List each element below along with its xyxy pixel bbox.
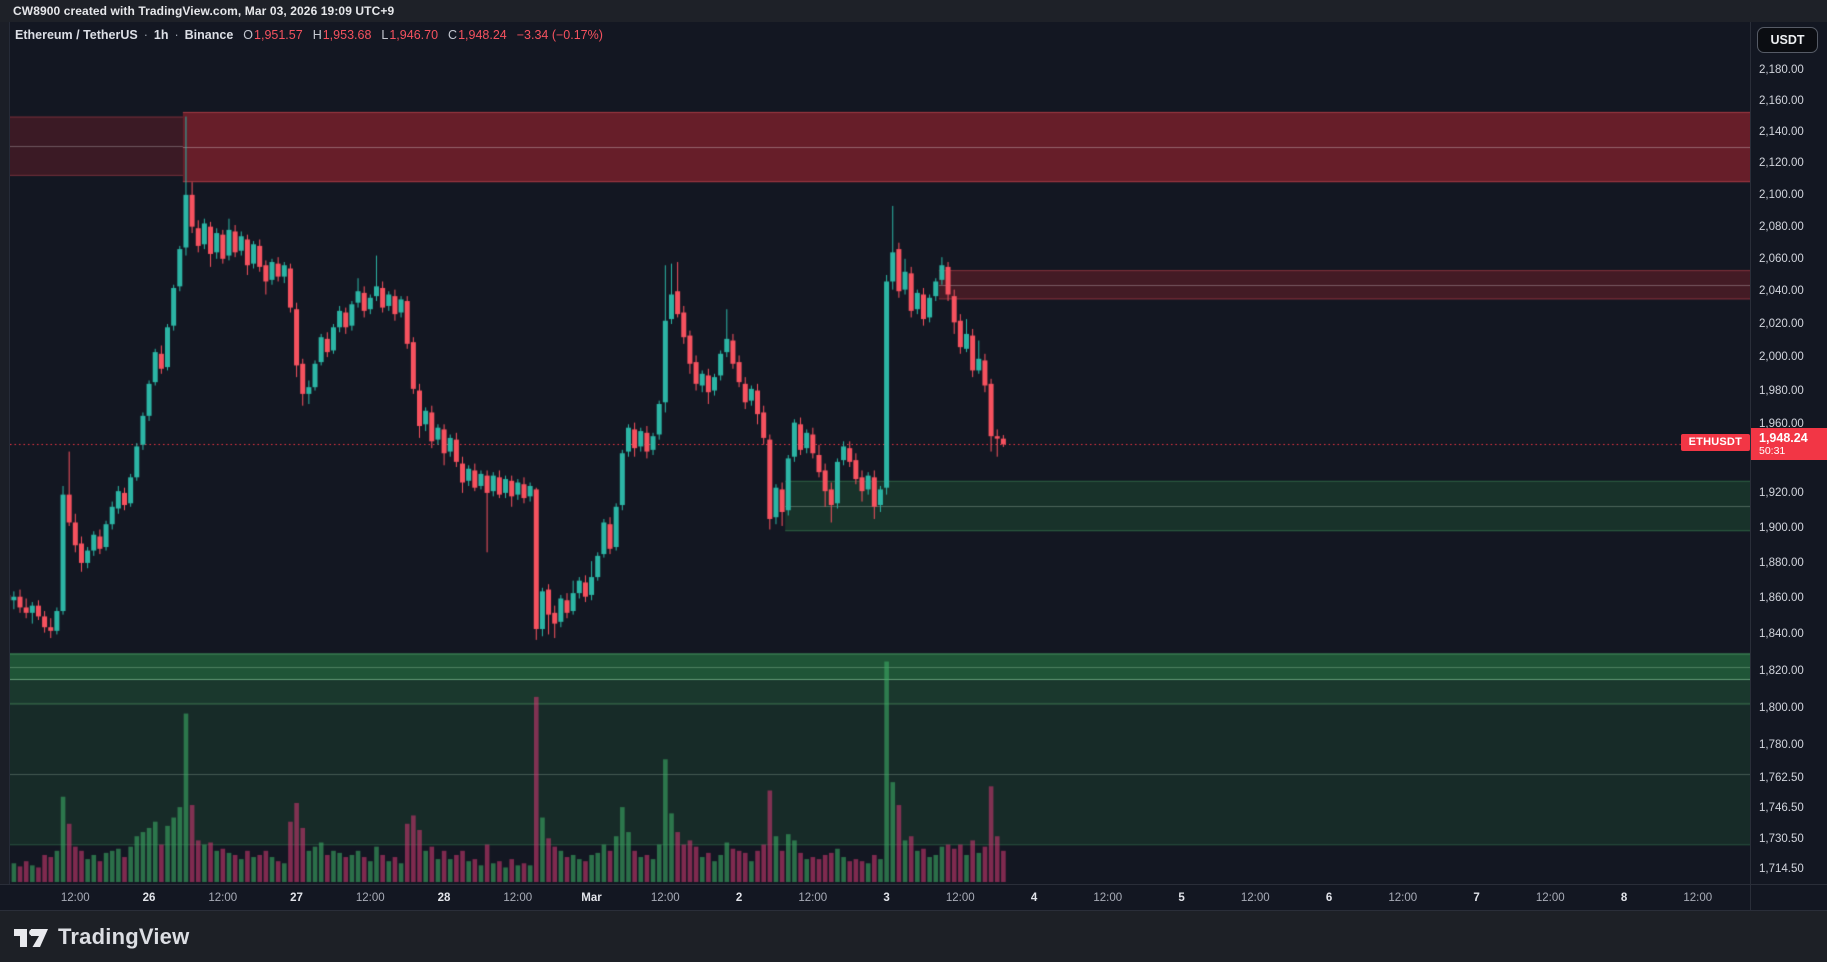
legend-separator: · xyxy=(174,28,179,42)
time-tick-hour: 12:00 xyxy=(60,892,90,904)
price-tick: 2,120.00 xyxy=(1759,157,1804,170)
currency-button[interactable]: USDT xyxy=(1757,27,1818,53)
time-axis[interactable]: 12:00 26 12:00 27 12:00 28 12:00 Mar 12:00 2 12:00… xyxy=(0,884,1827,910)
time-tick-day: 5 xyxy=(1178,892,1185,904)
time-tick-hour: 12:00 xyxy=(1535,892,1565,904)
time-tick-day: 3 xyxy=(883,892,890,904)
change-label: −3.34 (−0.17%) xyxy=(516,28,603,42)
tradingview-logo[interactable]: TradingView xyxy=(13,924,189,950)
time-tick-hour: 12:00 xyxy=(798,892,828,904)
time-tick-day: 26 xyxy=(142,892,156,904)
time-tick-day: 2 xyxy=(735,892,743,904)
price-tick: 2,060.00 xyxy=(1759,252,1804,265)
price-tick: 1,840.00 xyxy=(1759,628,1804,641)
price-tick: 2,100.00 xyxy=(1759,188,1804,201)
price-tick: 2,180.00 xyxy=(1759,64,1804,77)
price-tick: 1,860.00 xyxy=(1759,592,1804,605)
time-tick-hour: 12:00 xyxy=(208,892,238,904)
ohlc-low: L1,946.70 xyxy=(381,28,439,42)
price-tick: 1,820.00 xyxy=(1759,664,1804,677)
axis-corner-separator xyxy=(1750,885,1751,910)
price-axis[interactable]: USDT 2,180.00 2,160.00 2,140.00 2,120.00 2,1… xyxy=(1750,22,1827,884)
time-tick-hour: 12:00 xyxy=(1388,892,1418,904)
tradingview-logo-icon xyxy=(14,928,48,947)
price-line-symbol-chip: ETHUSDT xyxy=(1680,434,1750,452)
price-tick: 1,960.00 xyxy=(1759,418,1804,431)
price-tick: 1,900.00 xyxy=(1759,521,1804,534)
price-tick: 1,730.50 xyxy=(1759,832,1804,845)
plot-left-margin xyxy=(0,22,10,884)
footer-toolbar: TradingView xyxy=(0,910,1827,962)
price-tick: 2,080.00 xyxy=(1759,220,1804,233)
plot-pane: Ethereum / TetherUS · 1h · Binance O1,95… xyxy=(0,22,1750,884)
legend-separator: · xyxy=(143,28,148,42)
price-tick: 1,762.50 xyxy=(1759,771,1804,784)
candlestick-chart[interactable] xyxy=(10,22,1750,884)
time-tick-day: 8 xyxy=(1620,892,1628,904)
price-tick: 2,160.00 xyxy=(1759,95,1804,108)
ohlc-open: O1,951.57 xyxy=(243,28,303,42)
time-tick-day: 6 xyxy=(1325,892,1333,904)
price-tick: 2,140.00 xyxy=(1759,126,1804,139)
price-tick: 2,020.00 xyxy=(1759,318,1804,330)
symbol-title[interactable]: Ethereum / TetherUS xyxy=(15,28,138,42)
interval-label[interactable]: 1h xyxy=(153,28,169,42)
price-tick: 1,800.00 xyxy=(1759,701,1804,714)
time-tick-day: 4 xyxy=(1030,892,1038,904)
price-tick: 1,714.50 xyxy=(1759,863,1804,876)
time-tick-hour: 12:00 xyxy=(945,892,975,904)
bar-countdown: 50:31 xyxy=(1759,445,1786,458)
attribution-bar: CW8900 created with TradingView.com, Mar… xyxy=(0,0,1827,22)
ohlc-close: C1,948.24 xyxy=(448,28,507,42)
price-tick: 1,746.50 xyxy=(1759,801,1804,814)
ohlc-high: H1,953.68 xyxy=(312,28,372,42)
last-price-value: 1,948.24 xyxy=(1759,431,1808,446)
tradingview-logo-text: TradingView xyxy=(58,923,190,949)
time-tick-hour: 12:00 xyxy=(355,892,385,904)
price-tick: 1,880.00 xyxy=(1759,556,1804,569)
attribution-text: CW8900 created with TradingView.com, Mar… xyxy=(13,4,395,18)
chart-legend[interactable]: Ethereum / TetherUS · 1h · Binance O1,95… xyxy=(15,28,603,42)
price-tick: 1,920.00 xyxy=(1759,486,1804,499)
exchange-label[interactable]: Binance xyxy=(184,28,234,42)
time-tick-hour: 12:00 xyxy=(1240,892,1270,904)
last-price-label: 1,948.24 50:31 xyxy=(1751,428,1827,461)
time-tick-hour: 12:00 xyxy=(650,892,680,904)
time-tick-hour: 12:00 xyxy=(503,892,533,904)
time-tick-day: 7 xyxy=(1473,892,1480,904)
time-tick-day: Mar xyxy=(581,892,602,904)
time-tick-day: 28 xyxy=(437,892,451,904)
time-tick-day: 27 xyxy=(290,892,303,904)
price-tick: 1,780.00 xyxy=(1759,738,1804,751)
chart-area: Ethereum / TetherUS · 1h · Binance O1,95… xyxy=(0,22,1827,884)
price-tick: 2,000.00 xyxy=(1759,351,1804,364)
time-tick-hour: 12:00 xyxy=(1683,892,1713,904)
price-tick: 1,980.00 xyxy=(1759,384,1804,397)
time-tick-hour: 12:00 xyxy=(1093,892,1123,904)
price-tick: 2,040.00 xyxy=(1759,285,1804,298)
